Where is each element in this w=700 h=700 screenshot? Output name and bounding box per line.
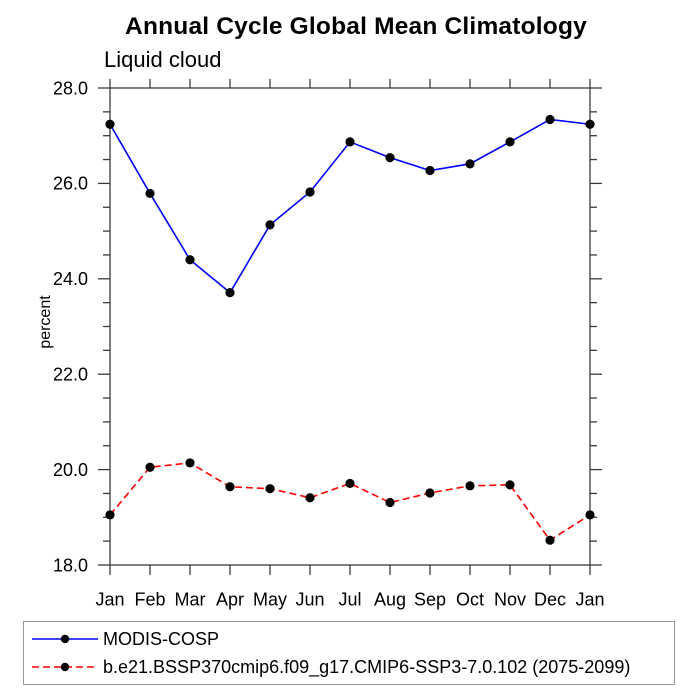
x-tick-label: Mar [175, 589, 206, 609]
data-point [305, 187, 315, 197]
data-point [265, 220, 275, 230]
data-point [185, 458, 195, 468]
data-point [105, 510, 115, 520]
x-tick-label: Jun [295, 589, 324, 609]
data-point [585, 119, 595, 129]
data-point [505, 480, 515, 490]
data-point [185, 255, 195, 265]
legend-entry-0: MODIS-COSP [29, 629, 674, 649]
chart-title: Annual Cycle Global Mean Climatology [125, 13, 587, 40]
x-tick-label: Dec [534, 589, 566, 609]
data-point [225, 482, 235, 492]
data-point [145, 188, 155, 199]
data-point [105, 119, 115, 129]
x-tick-label: Oct [456, 589, 484, 609]
data-point [465, 481, 475, 491]
y-axis-ticks: 18.0 20.0 22.0 24.0 26.0 28.0 [53, 78, 602, 575]
data-point [345, 137, 355, 147]
y-tick-label: 22.0 [53, 365, 88, 385]
legend-box: MODIS-COSP b.e21.BSSP370cmip6.f09_g17.CMI… [23, 621, 675, 685]
x-axis-ticks: Jan Feb Mar Apr May Jun Jul Aug Sep Oct Nov Dec Jan [95, 79, 605, 609]
data-point [425, 165, 435, 176]
data-point [305, 493, 315, 503]
legend-marker [60, 662, 70, 671]
legend-marker [60, 635, 70, 644]
data-point [545, 114, 555, 125]
x-tick-label: Sep [414, 589, 446, 609]
y-tick-label: 26.0 [53, 174, 88, 194]
data-point [385, 153, 395, 163]
data-point [585, 510, 595, 520]
legend-line-sample [32, 662, 98, 671]
y-tick-label: 28.0 [53, 78, 88, 98]
data-point [505, 137, 515, 147]
series-line-1 [109, 462, 591, 542]
x-tick-label: Jan [95, 589, 124, 609]
y-tick-label: 18.0 [53, 555, 88, 575]
data-point [545, 535, 555, 545]
data-point [345, 478, 355, 489]
x-tick-label: May [253, 589, 287, 609]
series-1 [105, 458, 595, 545]
x-tick-label: Jul [338, 589, 361, 609]
y-tick-label: 24.0 [53, 269, 88, 289]
data-point [265, 484, 275, 494]
x-tick-label: Feb [134, 589, 165, 609]
x-tick-label: Aug [374, 589, 406, 609]
data-point [465, 159, 475, 169]
y-tick-label: 20.0 [53, 460, 88, 480]
data-point [385, 497, 395, 508]
data-point [425, 488, 435, 498]
data-point [225, 288, 235, 298]
x-tick-label: Apr [216, 589, 244, 609]
legend-label: MODIS-COSP [103, 629, 220, 650]
legend-entry-1: b.e21.BSSP370cmip6.f09_g17.CMIP6-SSP3-7.… [29, 657, 674, 677]
legend-label: b.e21.BSSP370cmip6.f09_g17.CMIP6-SSP3-7.… [103, 656, 631, 677]
legend-line-sample [32, 635, 98, 644]
plot-frame [109, 87, 591, 566]
series-0 [105, 114, 595, 298]
data-point [145, 462, 155, 472]
chart-subtitle: Liquid cloud [104, 47, 222, 72]
x-tick-label: Nov [494, 589, 526, 609]
x-tick-label: Jan [575, 589, 604, 609]
